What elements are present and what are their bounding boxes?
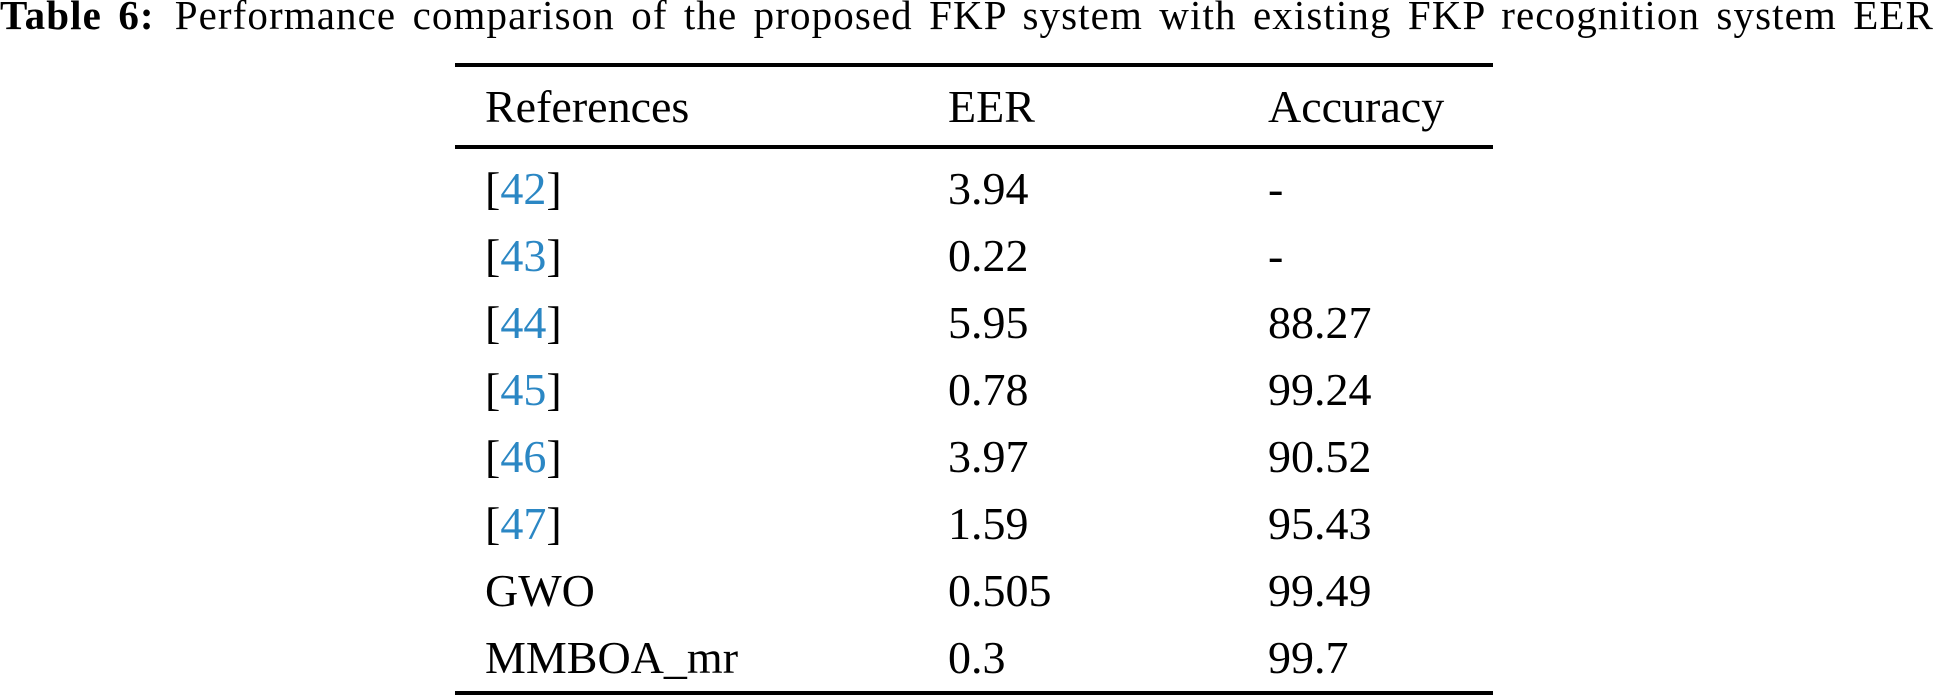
citation-close-bracket: ] [546, 230, 562, 281]
eer-value: 0.22 [948, 230, 1029, 281]
citation-close-bracket: ] [546, 431, 562, 482]
table-header-row: References EER Accuracy [455, 67, 1493, 145]
reference-cell: [46] [455, 430, 948, 483]
reference-cell: [42] [455, 162, 948, 215]
comparison-table: References EER Accuracy [42] 3.94- [43] 0.2… [455, 63, 1493, 695]
table-row: [42] 3.94- [455, 155, 1493, 222]
eer-value: 1.59 [948, 498, 1029, 549]
table-bottom-rule [455, 691, 1493, 695]
table-row: [47] 1.59 95.43 [455, 490, 1493, 557]
table-caption-label: Table 6: [0, 0, 155, 38]
eer-value: 0.3 [948, 632, 1006, 683]
citation-open-bracket: [ [485, 163, 501, 214]
citation-open-bracket: [ [485, 498, 501, 549]
citation-open-bracket: [ [485, 364, 501, 415]
accuracy-value: 99.49 [1268, 565, 1372, 616]
citation-link[interactable]: 43 [500, 230, 547, 281]
citation-close-bracket: ] [546, 498, 562, 549]
reference-cell: [45] [455, 363, 948, 416]
table-row: [44] 5.95 88.27 [455, 289, 1493, 356]
table-caption: Table 6: Performance comparison of the pr… [0, 0, 1950, 37]
table-body: [42] 3.94- [43] 0.22- [44] 5.95 88.27 [45] 0.78 9… [455, 149, 1493, 691]
reference-cell: [47] [455, 497, 948, 550]
eer-value: 3.94 [948, 163, 1029, 214]
reference-cell: [44] [455, 296, 948, 349]
column-header-eer: EER [948, 80, 1035, 132]
eer-value: 5.95 [948, 297, 1029, 348]
citation-open-bracket: [ [485, 230, 501, 281]
citation-close-bracket: ] [546, 364, 562, 415]
citation-link[interactable]: 46 [500, 431, 547, 482]
method-name: GWO [485, 565, 595, 616]
accuracy-value: - [1268, 230, 1284, 281]
citation-link[interactable]: 42 [500, 163, 547, 214]
table-row: [43] 0.22- [455, 222, 1493, 289]
citation-close-bracket: ] [546, 163, 562, 214]
accuracy-value: - [1268, 163, 1284, 214]
table-caption-text: Performance comparison of the proposed F… [174, 0, 1935, 38]
table-header-rule [455, 145, 1493, 149]
accuracy-value: 99.7 [1268, 632, 1349, 683]
citation-link[interactable]: 45 [500, 364, 547, 415]
column-header-accuracy: Accuracy [1268, 80, 1445, 132]
citation-link[interactable]: 44 [500, 297, 547, 348]
citation-open-bracket: [ [485, 297, 501, 348]
citation-close-bracket: ] [546, 297, 562, 348]
table-row: MMBOA_mr 0.3 99.7 [455, 624, 1493, 691]
eer-value: 0.78 [948, 364, 1029, 415]
table-row: GWO 0.505 99.49 [455, 557, 1493, 624]
reference-cell: [43] [455, 229, 948, 282]
citation-link[interactable]: 47 [500, 498, 547, 549]
accuracy-value: 88.27 [1268, 297, 1372, 348]
table-row: [45] 0.78 99.24 [455, 356, 1493, 423]
column-header-references: References [485, 80, 690, 132]
table-row: [46] 3.97 90.52 [455, 423, 1493, 490]
citation-open-bracket: [ [485, 431, 501, 482]
accuracy-value: 95.43 [1268, 498, 1372, 549]
accuracy-value: 90.52 [1268, 431, 1372, 482]
eer-value: 0.505 [948, 565, 1052, 616]
table-top-rule [455, 63, 1493, 67]
accuracy-value: 99.24 [1268, 364, 1372, 415]
method-name: MMBOA_mr [485, 632, 739, 683]
eer-value: 3.97 [948, 431, 1029, 482]
